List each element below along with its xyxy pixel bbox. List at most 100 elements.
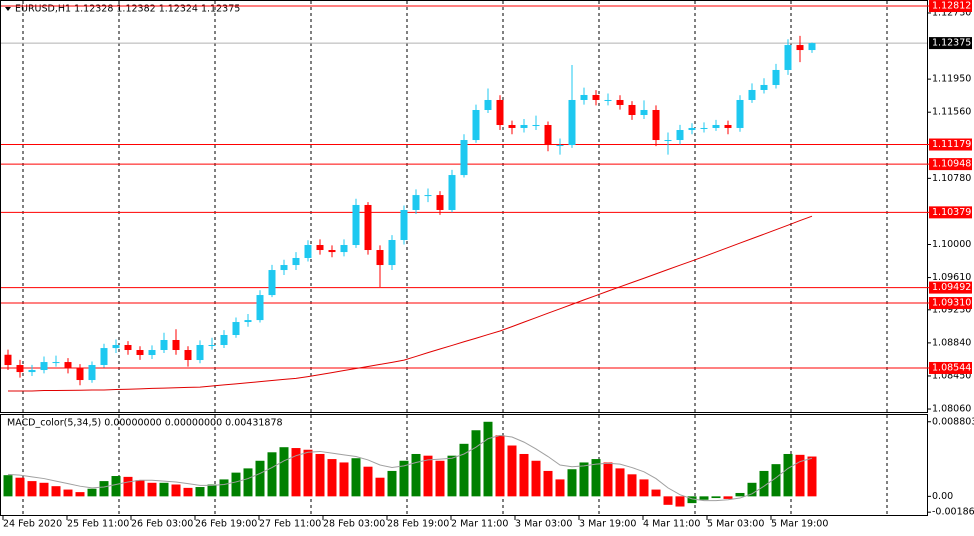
macd-bar [627,474,637,497]
candle-body [184,350,192,361]
macd-bar [255,460,265,497]
candle-body [316,245,324,251]
y-tick-label: 1.08450 [932,370,971,381]
macd-bar [675,496,685,507]
candle-body [424,195,432,197]
candle-body [592,94,600,100]
candle-body [268,270,276,296]
candle-body [136,350,144,356]
x-tick-label: 25 Feb 11:00 [67,519,129,530]
macd-bar [435,460,445,497]
y-tick-label: 1.11560 [932,107,971,118]
candle-body [472,109,480,141]
macd-bar [615,468,625,497]
candle-body [784,45,792,70]
macd-bar [711,496,721,499]
macd-bar [603,462,613,497]
macd-title: MACD_color(5,34,5) 0.00000000 0.00000000… [7,418,283,429]
macd-bar [459,443,469,497]
chart-title: EURUSD,H1 1.12328 1.12382 1.12324 1.1237… [15,4,240,15]
macd-bar [123,476,133,497]
candle-body [160,339,168,351]
macd-bar [51,486,61,497]
x-tick-label: 26 Feb 19:00 [195,519,257,530]
x-tick-label: 26 Feb 03:00 [131,519,193,530]
candle-body [388,240,396,266]
macd-bar [783,453,793,497]
macd-bar [315,453,325,497]
macd-bar [687,496,697,504]
candle-body [484,99,492,110]
level-label: 1.08544 [932,362,971,373]
x-tick-label: 28 Feb 03:00 [323,519,385,530]
macd-bar [171,484,181,497]
candle-body [304,245,312,258]
level-label: 1.10948 [932,159,971,170]
macd-bar [39,482,49,497]
macd-bar [63,489,73,497]
macd-bar [639,479,649,497]
candle-body [40,362,48,371]
macd-bar [735,492,745,497]
macd-bar [267,452,277,497]
level-box [929,0,972,13]
candle-body [676,130,684,141]
macd-bar [699,496,709,500]
level-label: 1.10379 [932,207,971,218]
signal-line [7,434,813,502]
macd-bar [423,455,433,497]
macd-bar [375,477,385,497]
candle-body [700,127,708,129]
candle-body [616,99,624,105]
level-label: 1.12812 [932,1,971,12]
macd-bar [531,460,541,497]
macd-bar [411,453,421,497]
macd-bar [387,470,397,497]
candle-body [520,125,528,128]
x-tick-label: 3 Mar 03:00 [515,519,572,530]
macd-bar [195,487,205,497]
macd-bar [207,484,217,497]
candle-body [412,195,420,210]
macd-bar [651,489,661,497]
candle-body [736,99,744,128]
macd-bar [591,459,601,497]
y-tick-label: 1.09230 [932,304,971,315]
macd-bar [351,458,361,497]
level-label: 1.11179 [932,139,971,150]
last-price-label: 1.12375 [932,38,971,49]
y-tick-label: 0.0088033 [932,416,974,427]
macd-bar [147,482,157,497]
moving-average [8,215,813,392]
level-box [929,297,972,310]
candle-body [28,370,36,373]
y-tick-label: 0.00 [932,491,953,502]
macd-bar [27,481,37,497]
macd-bar [507,445,517,497]
macd-bar [399,460,409,497]
macd-bar [339,462,349,497]
macd-bar [747,482,757,497]
candle-body [628,104,636,116]
candle-body [16,365,24,373]
macd-bar [471,430,481,497]
candle-body [196,345,204,361]
candle-body [328,250,336,253]
candle-body [544,125,552,146]
macd-bar [771,464,781,497]
candle-body [748,89,756,100]
candle-body [712,125,720,128]
menu-arrow[interactable] [5,7,11,11]
x-tick-label: 5 Mar 19:00 [771,519,828,530]
candle-body [460,140,468,176]
candle-body [220,334,228,346]
y-tick-label: 1.11950 [932,74,971,85]
x-tick-label: 27 Feb 11:00 [259,519,321,530]
candle-body [604,99,612,101]
macd-bar [567,469,577,497]
x-tick-label: 4 Mar 11:00 [643,519,700,530]
y-tick-label: 1.10000 [932,239,971,250]
macd-bar [159,482,169,497]
candle-body [664,140,672,142]
